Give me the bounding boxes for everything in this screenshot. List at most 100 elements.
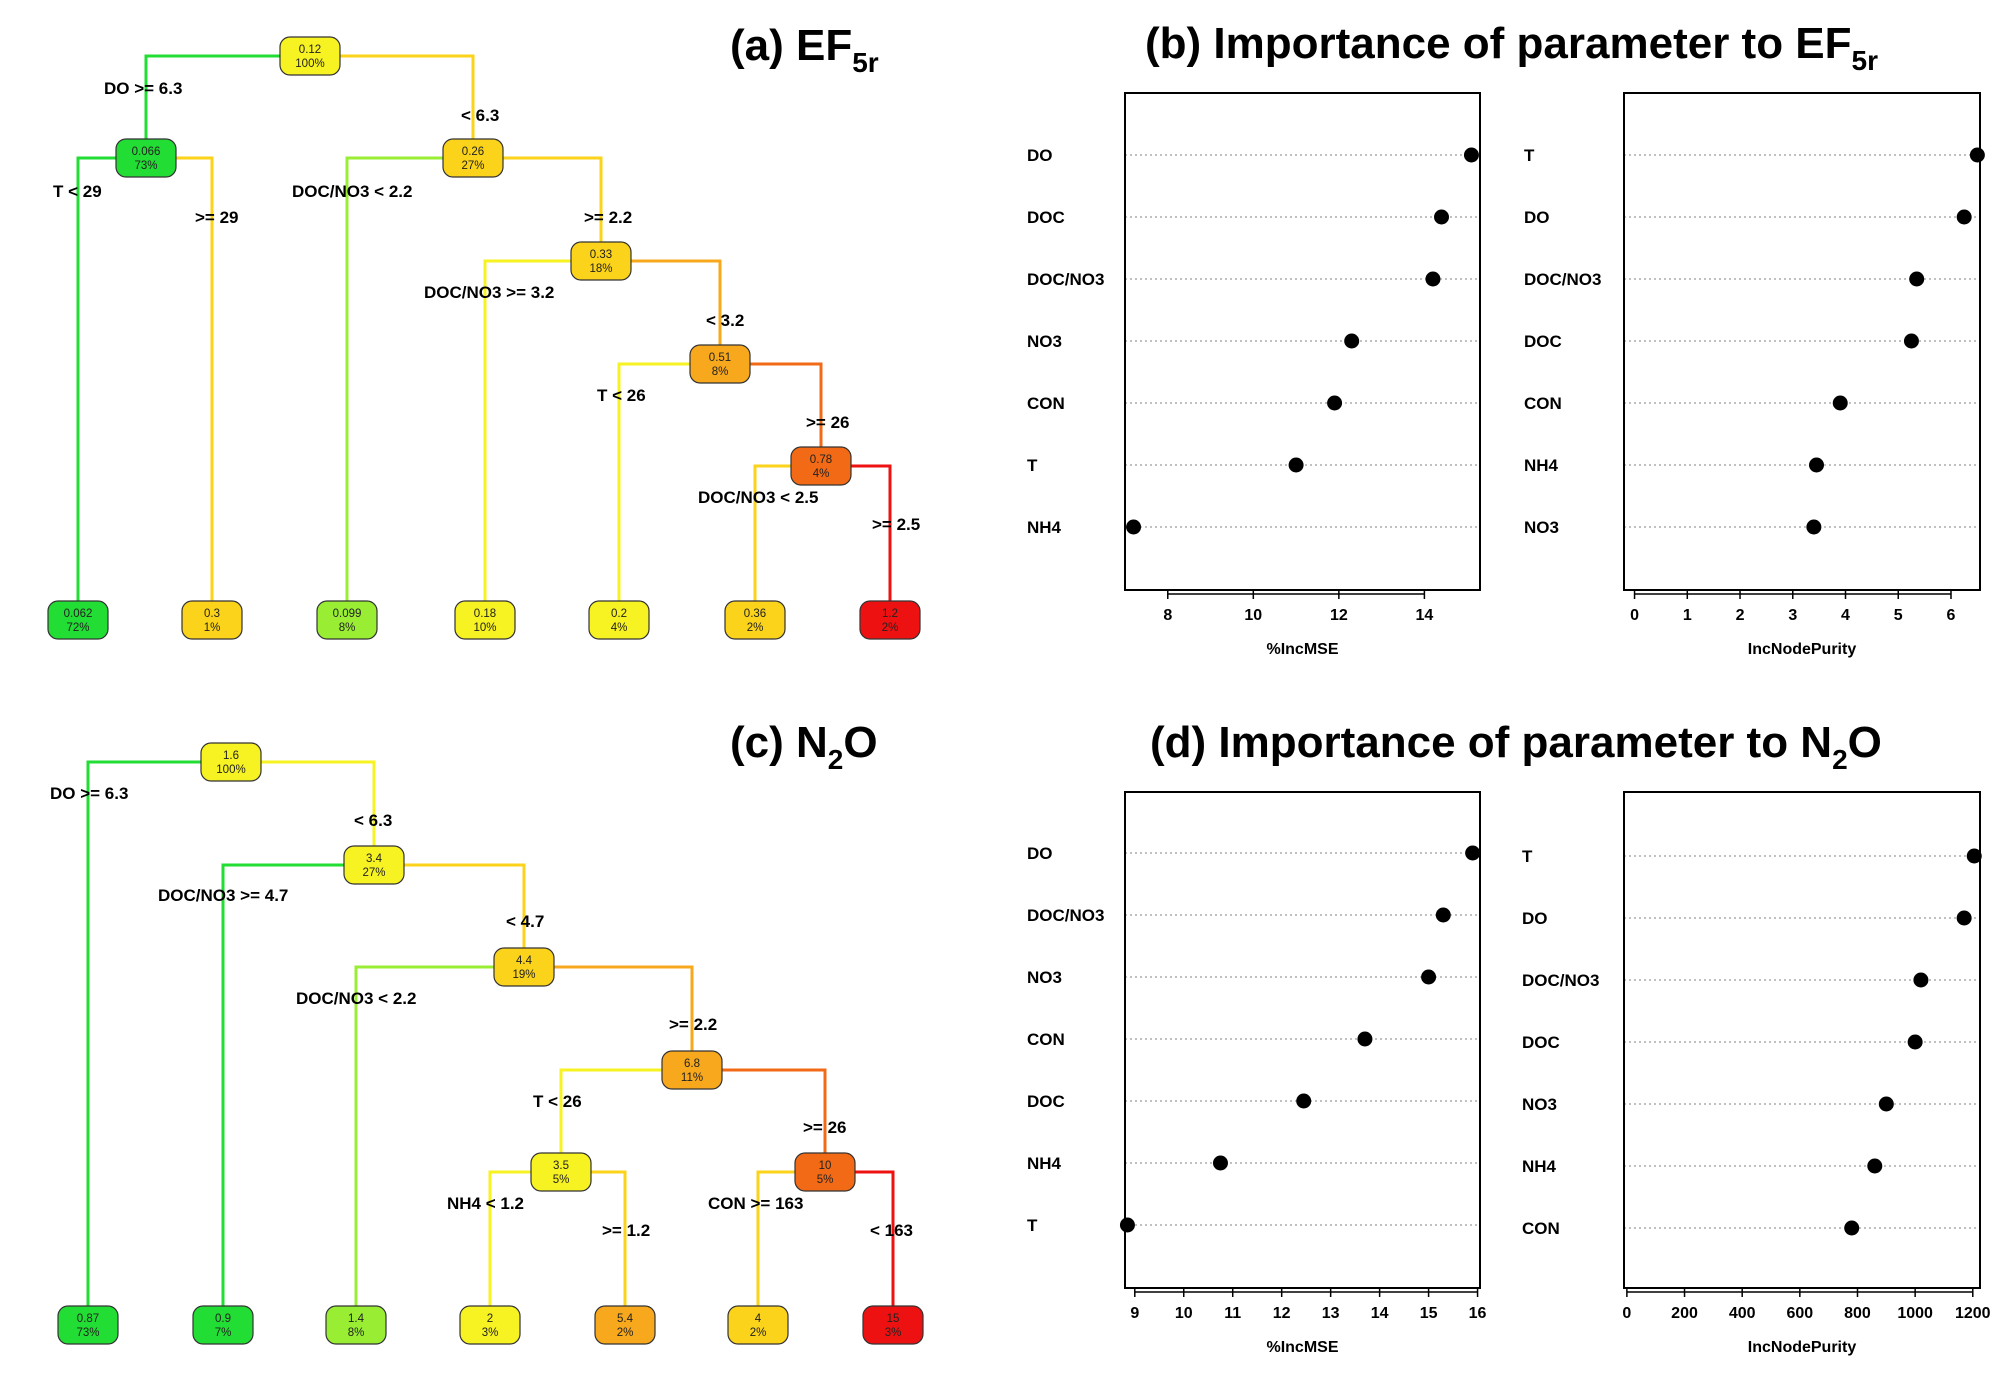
tree-c-node-value: 3.4 — [366, 853, 383, 865]
tree-a-edge — [345, 156, 473, 620]
dotplot-point — [1434, 209, 1450, 225]
dotplot-tick-label: 0 — [1630, 607, 1639, 624]
dotplot-tick-label: 11 — [1224, 1305, 1241, 1322]
dotplot-point — [1435, 907, 1451, 923]
dotplot-x-axis-title: %IncMSE — [1266, 641, 1338, 658]
tree-c-node-value: 15 — [887, 1313, 900, 1325]
tree-a-node-box — [689, 344, 751, 384]
tree-a-node-value: 0.26 — [462, 146, 484, 158]
tree-c-split-label: >= 26 — [803, 1118, 847, 1137]
tree-a-node-value: 0.33 — [590, 249, 612, 261]
dotplot-variable-label: T — [1522, 847, 1533, 866]
tree-c-split-label: NH4 < 1.2 — [447, 1194, 524, 1213]
dotplot-point — [1463, 147, 1479, 163]
dotplot-point — [1425, 271, 1441, 287]
tree-a-split-label: < 6.3 — [461, 106, 499, 125]
tree-c-edge — [524, 965, 694, 1070]
dotplot-point — [1832, 395, 1848, 411]
dotplot-point — [1344, 333, 1360, 349]
dotplot-tick-label: 1 — [1683, 607, 1692, 624]
dotplot-point — [1966, 848, 1982, 864]
dotplot-variable-label: NH4 — [1027, 1154, 1062, 1173]
dotplot-variable-label: DOC — [1027, 208, 1065, 227]
tree-c-node-percent: 27% — [362, 867, 385, 879]
dotplot-point — [1806, 519, 1822, 535]
tree-a-node-percent: 8% — [339, 622, 356, 634]
dotplot-variable-label: DOC — [1524, 332, 1562, 351]
tree-a-node-percent: 4% — [611, 622, 628, 634]
tree-a-node-box — [115, 138, 177, 178]
tree-a-split-label: >= 29 — [195, 208, 239, 227]
tree-c-node-value: 2 — [487, 1313, 493, 1325]
tree-c-edge — [221, 863, 374, 1325]
tree-a-edge — [720, 362, 823, 466]
tree-c-node-percent: 3% — [482, 1327, 499, 1339]
tree-a-leaf-box — [316, 600, 378, 640]
tree-c-split-label: T < 26 — [533, 1092, 582, 1111]
dotplot-point — [1913, 972, 1929, 988]
dotplot-d-incmse: DO DOC/NO3 NO3 CON DOC NH4 T 9 10 11 12 13 14 15 16 %In… — [1027, 791, 1487, 1356]
tree-a-split-label: DOC/NO3 >= 3.2 — [424, 283, 554, 302]
tree-a-split-label: T < 26 — [597, 386, 646, 405]
tree-a-node-percent: 1% — [204, 622, 221, 634]
dotplot-variable-label: NO3 — [1522, 1095, 1557, 1114]
dotplot-tick-label: 15 — [1420, 1305, 1438, 1322]
dotplot-tick-label: 800 — [1844, 1305, 1871, 1322]
panel-a-title: (a) EF5r — [730, 21, 879, 78]
dotplot-variable-label: NH4 — [1524, 456, 1559, 475]
dotplot-point — [1212, 1155, 1228, 1171]
dotplot-variable-label: DO — [1524, 208, 1550, 227]
tree-c-node-percent: 11% — [681, 1072, 703, 1084]
tree-c-split-label: CON >= 163 — [708, 1194, 803, 1213]
tree-c-node-value: 6.8 — [684, 1058, 700, 1070]
tree-c-node-value: 4 — [755, 1313, 762, 1325]
tree-c-leaf-box — [57, 1305, 119, 1345]
tree-c: DO >= 6.3 < 6.3 DOC/NO3 >= 4.7 < 4.7 DOC/NO3… — [50, 742, 924, 1345]
dotplot-variable-label: CON — [1027, 1030, 1065, 1049]
dotplot-frame — [1623, 92, 1981, 591]
dotplot-point — [1327, 395, 1343, 411]
dotplot-variable-label: DOC/NO3 — [1524, 270, 1601, 289]
dotplot-b-incmse: DO DOC DOC/NO3 NO3 CON T NH4 8 10 12 14 %IncMSE — [1027, 92, 1481, 658]
dotplot-x-axis-title: %IncMSE — [1266, 1339, 1338, 1356]
tree-c-node-percent: 2% — [750, 1327, 767, 1339]
dotplot-point — [1844, 1220, 1860, 1236]
tree-a-node-percent: 8% — [712, 366, 729, 378]
tree-a-node-percent: 18% — [589, 263, 612, 275]
tree-a-split-label: >= 2.5 — [872, 515, 920, 534]
dotplot-point — [1867, 1158, 1883, 1174]
tree-c-node-percent: 19% — [512, 969, 535, 981]
tree-c-edge — [559, 1068, 692, 1172]
dotplot-x-axis-title: IncNodePurity — [1748, 641, 1857, 658]
tree-c-node-value: 3.5 — [553, 1160, 569, 1172]
dotplot-variable-label: T — [1524, 146, 1535, 165]
tree-a-node-percent: 100% — [295, 58, 324, 70]
dotplot-tick-label: 16 — [1469, 1305, 1487, 1322]
tree-c-node-value: 1.4 — [348, 1313, 365, 1325]
tree-a-edge — [76, 156, 146, 620]
tree-c-leaf-box — [727, 1305, 789, 1345]
tree-a-leaf-box — [724, 600, 786, 640]
tree-a-split-label: DOC/NO3 < 2.5 — [698, 488, 818, 507]
tree-c-node-percent: 73% — [76, 1327, 99, 1339]
dotplot-tick-label: 2 — [1736, 607, 1745, 624]
tree-c-leaf-box — [594, 1305, 656, 1345]
dotplot-variable-label: CON — [1027, 394, 1065, 413]
tree-c-split-label: < 6.3 — [354, 811, 392, 830]
tree-a-node-box — [442, 138, 504, 178]
dotplot-point — [1296, 1093, 1312, 1109]
tree-a-edge — [617, 362, 720, 620]
dotplot-frame — [1124, 791, 1481, 1289]
dotplot-variable-label: NO3 — [1027, 332, 1062, 351]
dotplot-tick-label: 12 — [1330, 607, 1348, 624]
tree-a-split-label: >= 2.2 — [584, 208, 632, 227]
dotplot-point — [1909, 271, 1925, 287]
dotplot-variable-label: DO — [1522, 909, 1548, 928]
tree-c-leaf-box — [325, 1305, 387, 1345]
tree-c-node-value: 10 — [819, 1160, 832, 1172]
tree-c-node-box — [343, 845, 405, 885]
dotplot-point — [1126, 519, 1142, 535]
tree-c-node-percent: 100% — [216, 764, 245, 776]
tree-c-node-percent: 5% — [553, 1174, 570, 1186]
tree-a-leaf-box — [859, 600, 921, 640]
